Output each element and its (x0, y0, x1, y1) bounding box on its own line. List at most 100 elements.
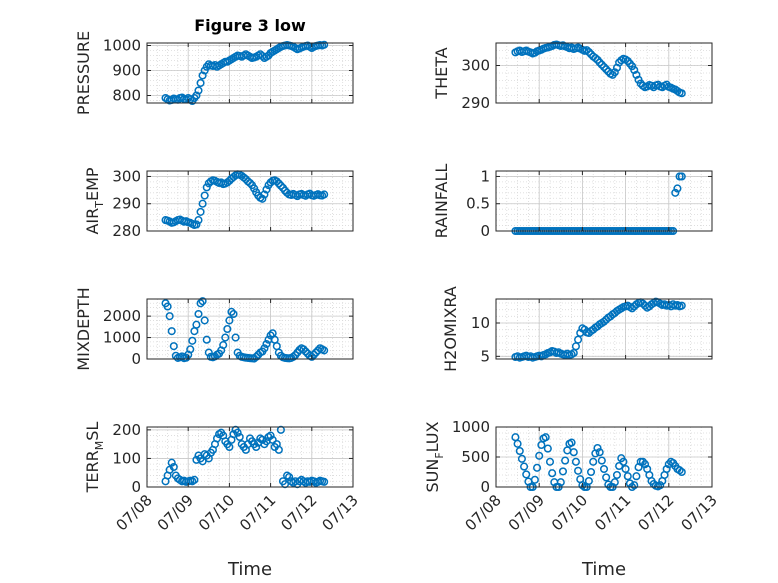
data-point (561, 456, 570, 465)
subplot-air-temp: 280 290 300 AIRTEMP (83, 167, 354, 240)
y-axis-label: THETA (432, 47, 451, 99)
data-point (675, 466, 684, 475)
data-point (194, 86, 203, 95)
data-point (229, 430, 238, 439)
data-point (671, 188, 680, 197)
data-point (584, 476, 593, 486)
data-point (235, 432, 244, 442)
y-axis-label: RAINFALL (432, 164, 451, 239)
y-tick-label: 800 (112, 87, 141, 105)
y-axis-label: MIXDEPTH (74, 287, 93, 370)
axes-box (495, 42, 713, 104)
data-point (640, 460, 650, 469)
data-point (610, 478, 619, 487)
data-point (258, 194, 267, 203)
y-tick-label: 280 (112, 222, 141, 240)
data-point (165, 312, 174, 321)
data-point (309, 350, 318, 359)
data-point (574, 466, 583, 475)
data-point (167, 327, 176, 336)
data-point (285, 472, 294, 482)
x-tick-label: 07/13 (319, 491, 362, 534)
data-point (268, 435, 277, 444)
data-point (532, 463, 542, 472)
y-axis-label: AIRTEMP (83, 167, 106, 234)
y-tick-label: 2000 (103, 307, 141, 325)
x-tick-label: 07/10 (195, 491, 238, 534)
subplot-theta: 290 300 THETA (432, 40, 713, 112)
data-point (673, 184, 682, 193)
y-tick-label: 0 (480, 222, 490, 240)
axes-box (146, 170, 354, 232)
data-point (569, 448, 578, 457)
x-tick-label: 07/08 (462, 491, 505, 534)
y-tick-label: 5 (480, 347, 490, 365)
axes-box (495, 170, 713, 232)
data-point (602, 473, 611, 482)
data-point (196, 207, 205, 216)
data-point (320, 346, 329, 355)
data-point (597, 60, 606, 69)
y-tick-label: 200 (112, 421, 141, 439)
x-tick-label: 07/12 (277, 491, 320, 534)
data-point (229, 309, 238, 319)
data-point (163, 302, 172, 311)
data-point (188, 336, 197, 345)
data-point (571, 457, 580, 466)
y-tick-label: 0 (131, 350, 141, 368)
data-point (619, 457, 628, 466)
data-point (578, 481, 587, 490)
data-point (530, 475, 539, 484)
y-tick-label: 10 (471, 314, 490, 332)
y-axis-label: H2OMIXRA (441, 286, 460, 372)
chart-title: Figure 3 low (194, 16, 306, 35)
data-point (545, 457, 555, 466)
y-tick-label: 500 (461, 448, 490, 466)
data-point (586, 467, 596, 477)
data-point (200, 316, 209, 325)
data-point (245, 178, 255, 188)
data-point (615, 461, 624, 471)
data-point (260, 190, 269, 199)
axes-box (146, 298, 354, 360)
data-point (662, 464, 671, 474)
y-tick-label: 300 (461, 57, 490, 75)
data-point (558, 467, 568, 476)
y-tick-label: 100 (112, 449, 141, 467)
data-point (274, 179, 283, 188)
data-point (194, 309, 203, 319)
data-point (169, 342, 178, 351)
data-point (169, 462, 178, 472)
data-point (513, 439, 522, 448)
data-point (591, 53, 600, 63)
data-point (276, 181, 285, 190)
data-point (610, 68, 619, 77)
data-point (320, 477, 329, 486)
subplot-rainfall: 0 0.5 1 RAINFALL (432, 164, 713, 240)
data-point (198, 457, 207, 466)
y-tick-label: 0 (480, 478, 490, 496)
data-point (582, 46, 591, 55)
data-point (252, 352, 261, 361)
subplot-sun-flux: 0 500 1000 SUNFLUX 07/08 07/09 07/10 07/11 07/12… (423, 418, 721, 580)
data-point (252, 442, 261, 452)
data-point (225, 442, 234, 452)
data-point (623, 472, 632, 481)
data-point (289, 352, 298, 361)
x-tick-label: 07/12 (634, 491, 677, 534)
x-tick-label: 07/09 (505, 491, 548, 534)
axes-box (146, 42, 354, 104)
data-point (599, 317, 609, 326)
subplot-pressure: 800 900 1000 PRESSURE Figure 3 low (74, 16, 354, 115)
data-point (225, 316, 234, 325)
data-point (541, 433, 550, 442)
data-point (628, 304, 637, 313)
axes-box (146, 426, 354, 488)
data-point (167, 458, 176, 467)
x-tick-label: 07/11 (591, 491, 634, 534)
data-point (556, 478, 565, 487)
data-point (630, 65, 639, 75)
data-point (260, 344, 269, 353)
axes-box (495, 298, 713, 360)
data-point (543, 444, 552, 453)
